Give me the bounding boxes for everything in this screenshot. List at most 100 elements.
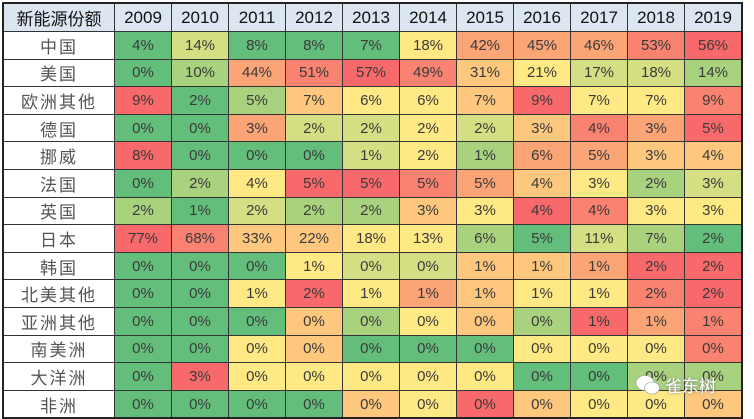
heatmap-cell: 1%	[570, 251, 628, 281]
column-header-2010: 2010	[171, 2, 229, 32]
heatmap-cell: 2%	[684, 224, 743, 253]
heatmap-cell: 2%	[285, 279, 343, 308]
heatmap-cell: 1%	[171, 196, 229, 226]
row-label: 非洲	[2, 389, 115, 419]
heatmap-cell: 0%	[228, 141, 286, 170]
heatmap-cell: 5%	[513, 224, 571, 253]
heatmap-cell: 22%	[285, 224, 343, 253]
heatmap-cell: 0%	[627, 389, 685, 419]
heatmap-cell: 18%	[342, 224, 400, 253]
heatmap-cell: 5%	[228, 86, 286, 115]
heatmap-cell: 6%	[399, 86, 457, 115]
heatmap-cell: 0%	[171, 306, 229, 336]
table-row: 中国 4% 14% 8% 8% 7% 18% 42% 45% 46% 53% 56%	[2, 31, 743, 60]
share-heatmap-table: 新能源份额 2009 2010 2011 2012 2013 2014 2015 2016 20…	[2, 2, 743, 419]
heatmap-cell: 2%	[399, 113, 457, 143]
heatmap-cell: 0%	[627, 334, 685, 364]
row-label: 中国	[2, 31, 115, 60]
heatmap-cell: 9%	[684, 86, 743, 115]
heatmap-cell: 1%	[684, 306, 743, 336]
watermark: 雀东树	[635, 372, 716, 397]
heatmap-cell: 3%	[627, 141, 685, 170]
heatmap-cell: 0%	[171, 113, 229, 143]
heatmap-cell: 2%	[627, 279, 685, 308]
heatmap-cell: 0%	[114, 168, 172, 198]
heatmap-cell: 44%	[228, 58, 286, 88]
heatmap-cell: 0%	[342, 334, 400, 364]
row-label: 欧洲其他	[2, 86, 115, 115]
table-row: 韩国 0% 0% 0% 1% 0% 0% 1% 1% 1% 2% 2%	[2, 251, 743, 281]
column-header-2013: 2013	[342, 2, 400, 32]
heatmap-cell: 6%	[456, 224, 514, 253]
row-label: 挪威	[2, 141, 115, 170]
row-label: 亚洲其他	[2, 306, 115, 336]
watermark-text: 雀东树	[665, 377, 716, 396]
heatmap-cell: 5%	[285, 168, 343, 198]
heatmap-cell: 1%	[399, 279, 457, 308]
heatmap-cell: 0%	[285, 334, 343, 364]
table-row: 日本 77% 68% 33% 22% 18% 13% 6% 5% 11% 7% 2%	[2, 224, 743, 253]
heatmap-cell: 56%	[684, 31, 743, 60]
heatmap-cell: 31%	[456, 58, 514, 88]
row-label: 美国	[2, 58, 115, 88]
heatmap-cell: 0%	[399, 251, 457, 281]
heatmap-cell: 0%	[171, 251, 229, 281]
heatmap-cell: 0%	[513, 306, 571, 336]
heatmap-cell: 0%	[285, 389, 343, 419]
heatmap-cell: 0%	[513, 362, 571, 391]
heatmap-cell: 0%	[570, 334, 628, 364]
header-row: 新能源份额 2009 2010 2011 2012 2013 2014 2015 2016 20…	[2, 2, 743, 32]
heatmap-cell: 9%	[114, 86, 172, 115]
heatmap-cell: 2%	[171, 86, 229, 115]
heatmap-cell: 1%	[513, 251, 571, 281]
heatmap-cell: 3%	[456, 196, 514, 226]
column-header-2011: 2011	[228, 2, 286, 32]
heatmap-cell: 0%	[570, 362, 628, 391]
heatmap-cell: 0%	[399, 334, 457, 364]
heatmap-cell: 0%	[684, 389, 743, 419]
heatmap-cell: 18%	[627, 58, 685, 88]
heatmap-cell: 3%	[171, 362, 229, 391]
heatmap-cell: 5%	[570, 141, 628, 170]
table-row: 美国 0% 10% 44% 51% 57% 49% 31% 21% 17% 18% 14%	[2, 58, 743, 88]
column-header-2018: 2018	[627, 2, 685, 32]
heatmap-cell: 5%	[456, 168, 514, 198]
row-label: 北美其他	[2, 279, 115, 308]
heatmap-cell: 0%	[114, 58, 172, 88]
heatmap-cell: 0%	[114, 389, 172, 419]
heatmap-cell: 2%	[684, 251, 743, 281]
heatmap-cell: 1%	[228, 279, 286, 308]
heatmap-cell: 5%	[342, 168, 400, 198]
heatmap-cell: 46%	[570, 31, 628, 60]
heatmap-cell: 3%	[684, 168, 743, 198]
heatmap-cell: 8%	[285, 31, 343, 60]
heatmap-cell: 7%	[285, 86, 343, 115]
heatmap-cell: 0%	[399, 306, 457, 336]
heatmap-cell: 2%	[171, 168, 229, 198]
column-header-2009: 2009	[114, 2, 172, 32]
heatmap-cell: 7%	[456, 86, 514, 115]
heatmap-cell: 0%	[399, 389, 457, 419]
heatmap-cell: 21%	[513, 58, 571, 88]
heatmap-cell: 0%	[456, 306, 514, 336]
heatmap-cell: 45%	[513, 31, 571, 60]
column-header-2016: 2016	[513, 2, 571, 32]
table-row: 德国 0% 0% 3% 2% 2% 2% 2% 3% 4% 3% 5%	[2, 113, 743, 143]
heatmap-cell: 3%	[627, 196, 685, 226]
heatmap-cell: 0%	[114, 251, 172, 281]
heatmap-cell: 8%	[114, 141, 172, 170]
heatmap-cell: 2%	[399, 141, 457, 170]
heatmap-cell: 0%	[513, 389, 571, 419]
heatmap-cell: 4%	[570, 196, 628, 226]
heatmap-cell: 0%	[285, 362, 343, 391]
heatmap-cell: 42%	[456, 31, 514, 60]
heatmap-cell: 1%	[456, 141, 514, 170]
table-row: 非洲 0% 0% 0% 0% 0% 0% 0% 0% 0% 0% 0%	[2, 389, 743, 419]
row-label: 大洋洲	[2, 362, 115, 391]
row-label: 南美洲	[2, 334, 115, 364]
heatmap-cell: 5%	[399, 168, 457, 198]
heatmap-cell: 4%	[228, 168, 286, 198]
heatmap-cell: 0%	[228, 334, 286, 364]
heatmap-cell: 4%	[114, 31, 172, 60]
heatmap-cell: 3%	[570, 168, 628, 198]
